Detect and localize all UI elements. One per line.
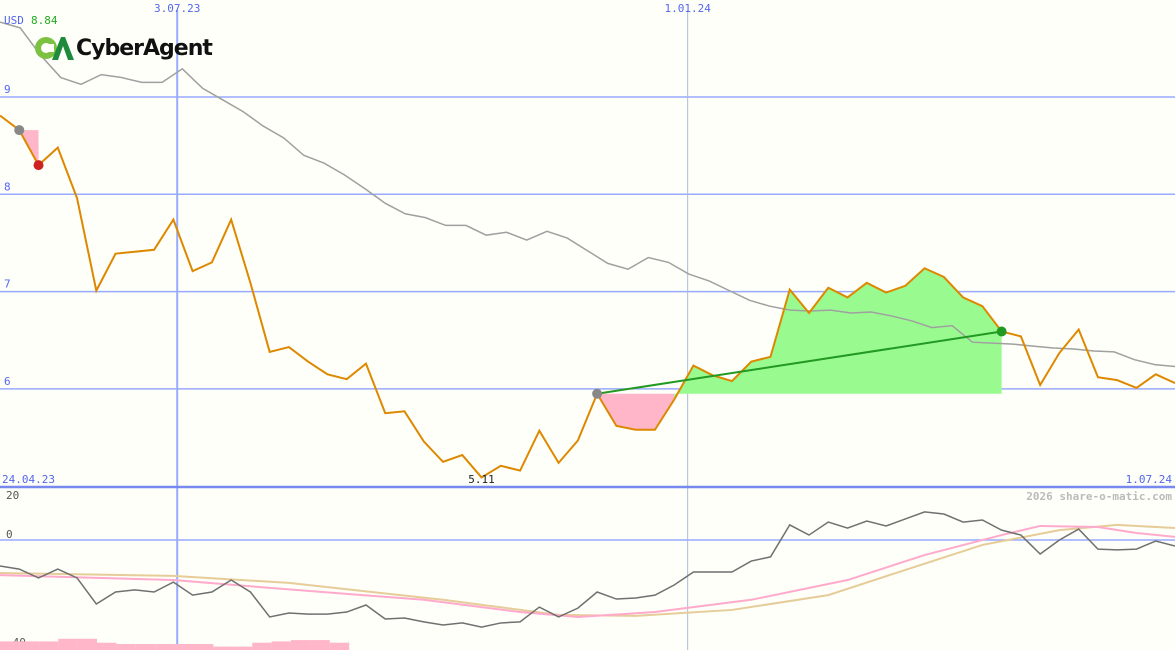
oscillator-line xyxy=(0,511,1175,628)
y-tick-label: 6 xyxy=(4,375,11,388)
histogram-bar xyxy=(0,641,20,650)
histogram-bar xyxy=(252,642,272,650)
histogram-bar xyxy=(271,641,291,650)
histogram-bar xyxy=(310,640,330,650)
exit-marker xyxy=(996,326,1007,337)
date-label: 3.07.23 xyxy=(154,2,200,15)
y-tick-label: 8 xyxy=(4,180,11,193)
copyright: 2026 share-o-matic.com xyxy=(1026,490,1172,503)
slow-line xyxy=(0,523,1175,617)
histogram-bar xyxy=(291,640,311,650)
y-tick-label: 9 xyxy=(4,83,11,96)
logo-text: CyberAgent xyxy=(76,35,213,61)
histogram-bar xyxy=(19,641,39,650)
trade-line xyxy=(596,330,1002,395)
gain-area xyxy=(674,268,1002,400)
histogram-bar xyxy=(97,642,117,650)
date-label: 1.07.24 xyxy=(1126,473,1173,486)
currency-label: USD xyxy=(4,14,24,27)
entry-marker xyxy=(14,125,25,136)
histogram-bar xyxy=(213,646,233,650)
date-label: 24.04.23 xyxy=(2,473,55,486)
date-label: 1.01.24 xyxy=(664,2,711,15)
histogram-bar xyxy=(58,638,78,650)
y-tick-label: 7 xyxy=(4,278,11,291)
price-line xyxy=(0,114,1175,479)
histogram-bar xyxy=(116,644,136,650)
histogram-bar xyxy=(329,642,350,650)
histogram-bar xyxy=(174,644,194,650)
loss-area xyxy=(597,393,675,430)
y-tick-label: 20 xyxy=(6,489,19,502)
histogram-bar xyxy=(232,646,253,650)
histogram-bar xyxy=(135,644,156,650)
entry-marker xyxy=(592,388,603,399)
exit-marker xyxy=(33,160,44,171)
y-tick-label: 0 xyxy=(6,528,13,541)
histogram-bar xyxy=(194,644,214,650)
low-label: 5.11 xyxy=(468,473,495,486)
last-value-label: 8.84 xyxy=(31,14,58,27)
signal-line xyxy=(0,524,1175,618)
average-line xyxy=(0,21,1175,368)
cyberagent-logo-mark xyxy=(35,37,74,60)
histogram-bar xyxy=(77,638,97,650)
histogram-bar xyxy=(155,644,175,650)
logo: CyberAgent xyxy=(34,33,213,63)
histogram-bar xyxy=(38,641,59,650)
